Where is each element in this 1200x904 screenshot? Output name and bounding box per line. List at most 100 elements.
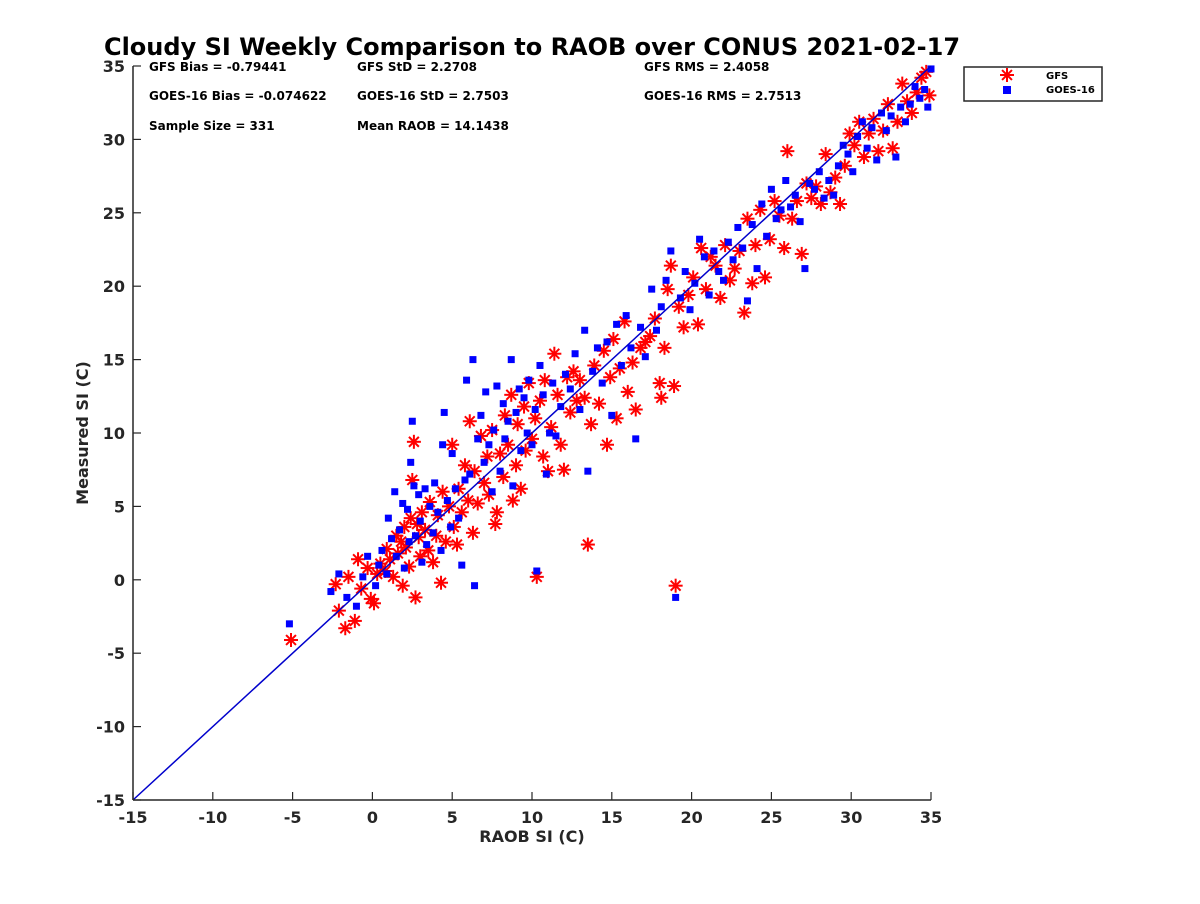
goes16-point [700,253,708,261]
goes16-point [729,256,737,264]
gfs-point [804,191,819,206]
gfs-point [509,458,524,473]
goes16-point [787,203,795,211]
goes16-point [443,497,451,505]
goes16-point [490,426,498,434]
gfs-point [553,437,568,452]
goes16-point [531,406,539,414]
x-tick-label: 25 [760,808,782,827]
stat-goes-rms: GOES-16 RMS = 2.7513 [644,89,801,103]
gfs-point [668,578,683,593]
y-tick-label: -15 [96,791,125,810]
goes16-point [477,411,485,419]
gfs-point [694,241,709,256]
gfs-legend-symbol [1000,68,1014,82]
goes16-point [458,561,466,569]
gfs-point [620,384,635,399]
goes16-point [507,356,515,364]
goes16-point [657,303,665,311]
goes16-point [849,168,857,176]
gfs-point [895,76,910,91]
goes16-point [461,476,469,484]
goes16-point [359,573,367,581]
goes16-point [375,561,383,569]
goes16-point [906,100,914,108]
goes16-series [285,65,935,628]
goes16-point [652,326,660,334]
goes16-point [392,552,400,560]
gfs-point [493,446,508,461]
goes16-point [801,265,809,273]
goes16-point [627,344,635,352]
gfs-point [338,621,353,636]
goes16-point [743,297,751,305]
goes16-point [485,441,493,449]
goes16-point [581,326,589,334]
stat-mean-raob: Mean RAOB = 14.1438 [357,119,509,133]
goes16-point [815,168,823,176]
gfs-point [406,434,421,449]
goes16-legend-symbol [1003,86,1011,94]
gfs-point [438,534,453,549]
goes16-point [515,385,523,393]
goes16-point [455,514,463,522]
goes16-point [415,491,423,499]
y-tick-label: 5 [114,497,125,516]
goes16-point [608,411,616,419]
goes16-point [672,593,680,601]
gfs-point [603,370,618,385]
gfs-point [426,555,441,570]
gfs-point [513,481,528,496]
gfs-point [504,387,519,402]
goes16-point [378,546,386,554]
gfs-point [856,150,871,165]
gfs-point [577,390,592,405]
gfs-point [667,379,682,394]
goes16-point [501,435,509,443]
goes16-point [327,588,335,596]
gfs-point [328,577,343,592]
gfs-point [347,613,362,628]
goes16-point [782,177,790,185]
goes16-point [839,141,847,149]
gfs-point [370,566,385,581]
x-tick-label: -15 [119,808,148,827]
x-tick-label: 20 [680,808,702,827]
goes16-point [471,582,479,590]
stat-goes-bias: GOES-16 Bias = -0.074622 [149,89,327,103]
goes16-point [753,265,761,273]
y-tick-label: -5 [107,644,125,663]
gfs-point [462,414,477,429]
gfs-point [885,141,900,156]
gfs-point [408,590,423,605]
goes16-point [405,538,413,546]
goes16-point [571,350,579,358]
goes16-point [396,526,404,534]
goes16-point [617,361,625,369]
stats-block: GFS Bias = -0.79441 GFS StD = 2.2708 GFS… [149,60,801,133]
gfs-point [547,346,562,361]
gfs-point [785,211,800,226]
goes16-point [364,552,372,560]
x-tick-label: -10 [198,808,227,827]
gfs-point [395,578,410,593]
gfs-point [748,238,763,253]
goes16-point [482,388,490,396]
gfs-point [780,144,795,159]
stat-goes-std: GOES-16 StD = 2.7503 [357,89,509,103]
gfs-point [505,493,520,508]
goes16-point [878,109,886,117]
gfs-point [470,496,485,511]
goes16-point [411,532,419,540]
goes16-point [499,400,507,408]
goes16-point [520,394,528,402]
goes16-point [637,323,645,331]
gfs-point [414,505,429,520]
goes16-point [584,467,592,475]
goes16-point [921,85,929,93]
gfs-point [676,320,691,335]
gfs-point [341,569,356,584]
x-axis-label: RAOB SI (C) [479,827,584,846]
goes16-point [710,247,718,255]
goes16-point [440,408,448,416]
